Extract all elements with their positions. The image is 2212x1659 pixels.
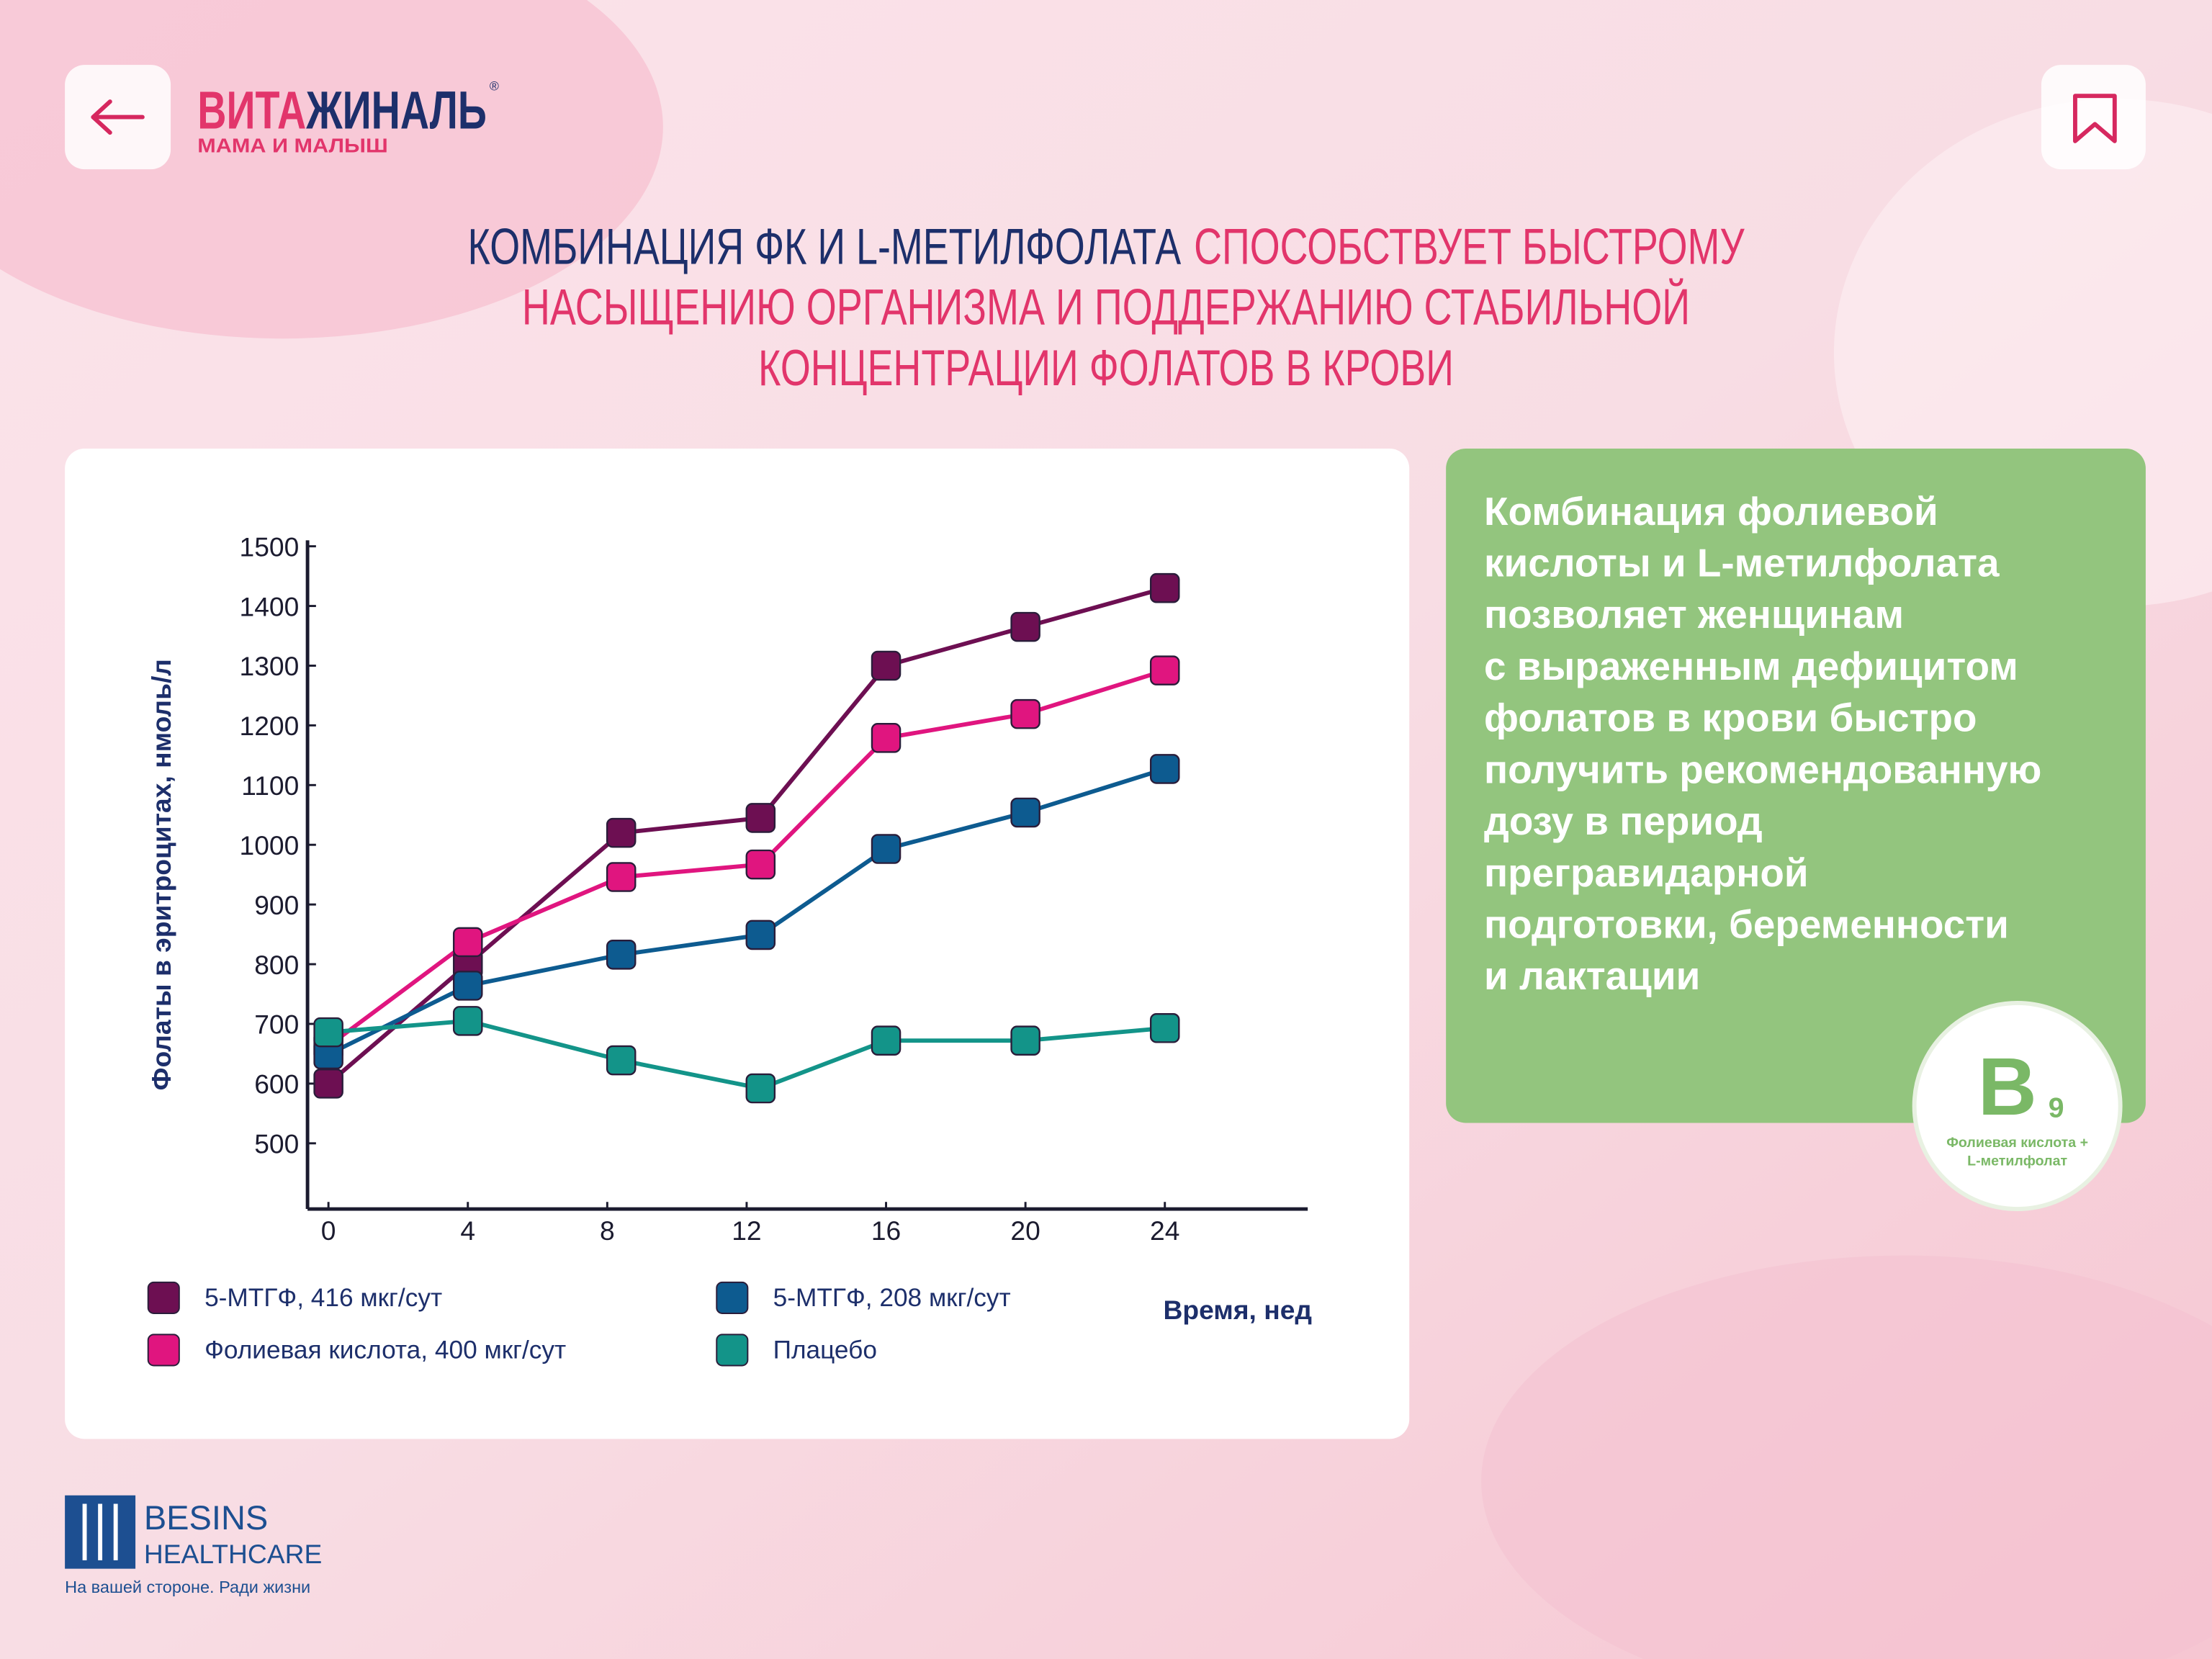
info-line: позволяет женщинам bbox=[1484, 592, 1904, 637]
decor bbox=[1481, 1255, 2212, 1659]
legend-label: Плацебо bbox=[773, 1336, 877, 1364]
x-tick-label: 4 bbox=[460, 1215, 475, 1246]
data-point bbox=[871, 834, 902, 864]
title-line: КОНЦЕНТРАЦИИ ФОЛАТОВ В КРОВИ bbox=[758, 339, 1454, 396]
y-tick-label: 1500 bbox=[240, 531, 300, 562]
data-point bbox=[745, 849, 776, 880]
chart: 500 600 700 800 900 1000 1100 1200 1300 1400 1500 0… bbox=[146, 531, 1312, 1367]
y-tick-label: 1000 bbox=[240, 830, 300, 860]
x-tick-label: 20 bbox=[1010, 1215, 1040, 1246]
x-axis-label: Время, нед bbox=[1163, 1295, 1312, 1325]
y-tick-label: 1300 bbox=[240, 651, 300, 681]
footer-brand-sub: HEALTHCARE bbox=[144, 1539, 322, 1569]
data-point bbox=[313, 1069, 343, 1099]
y-tick-label: 600 bbox=[254, 1069, 299, 1100]
data-point bbox=[1010, 797, 1040, 828]
info-line: Комбинация фолиевой bbox=[1484, 489, 1938, 534]
data-point bbox=[1149, 655, 1180, 685]
x-tick-label: 12 bbox=[732, 1215, 761, 1246]
x-tick-label: 16 bbox=[871, 1215, 901, 1246]
data-point bbox=[606, 940, 637, 970]
x-tick-label: 0 bbox=[321, 1215, 336, 1246]
badge bbox=[1912, 1001, 2123, 1211]
info-panel bbox=[1446, 449, 2146, 1123]
info-line: получить рекомендованную bbox=[1484, 747, 2041, 791]
y-tick-label: 1100 bbox=[241, 770, 299, 801]
y-tick-label: 800 bbox=[254, 950, 299, 980]
bookmark-icon bbox=[2073, 94, 2117, 143]
info-line: с выраженным дефицитом bbox=[1484, 644, 2018, 688]
data-point bbox=[452, 927, 483, 958]
x-tick-label: 24 bbox=[1150, 1215, 1179, 1246]
data-point bbox=[606, 817, 637, 848]
data-point bbox=[745, 1073, 776, 1104]
title-text: СПОСОБСТВУЕТ БЫСТРОМУ bbox=[1194, 217, 1745, 274]
data-point bbox=[452, 971, 483, 1001]
data-point bbox=[871, 1025, 902, 1056]
y-tick-label: 500 bbox=[254, 1129, 299, 1159]
data-point bbox=[871, 723, 902, 753]
data-point bbox=[606, 862, 637, 892]
y-tick-label: 900 bbox=[254, 890, 299, 920]
bookmark-button[interactable] bbox=[2041, 65, 2146, 170]
y-tick-label: 1200 bbox=[240, 711, 300, 741]
logo-mark: ® bbox=[490, 78, 499, 93]
legend-label: 5-МТГФ, 208 мкг/сут bbox=[773, 1284, 1011, 1312]
badge-caption: Фолиевая кислота + bbox=[1946, 1135, 2088, 1151]
data-point bbox=[1010, 611, 1040, 642]
data-point bbox=[1149, 1013, 1180, 1043]
data-point bbox=[1010, 1025, 1040, 1056]
legend-marker bbox=[147, 1281, 180, 1314]
badge-subscript: 9 bbox=[2049, 1093, 2064, 1124]
info-line: подготовки, беременности bbox=[1484, 902, 2009, 946]
footer-logo-lines bbox=[82, 1503, 118, 1560]
data-point bbox=[1149, 572, 1180, 603]
data-point bbox=[871, 650, 902, 681]
info-line: прегравидарной bbox=[1484, 850, 1809, 895]
logo-part: ЖИНАЛЬ bbox=[306, 80, 487, 140]
title-line: КОМБИНАЦИЯ ФК И L-МЕТИЛФОЛАТАСПОСОБСТВУЕ… bbox=[467, 217, 1745, 274]
info-line: кислоты и L-метилфолата bbox=[1484, 541, 2000, 585]
data-point bbox=[606, 1045, 637, 1076]
info-text: Комбинация фолиевой кислоты и L-метилфола… bbox=[1484, 489, 2041, 998]
info-line: фолатов в крови быстро bbox=[1484, 696, 1977, 740]
logo-part: ВИТА bbox=[197, 80, 306, 140]
logo: ВИТАЖИНАЛЬ bbox=[197, 80, 487, 140]
data-point bbox=[313, 1017, 343, 1048]
data-point bbox=[1010, 698, 1040, 729]
footer-brand: BESINS bbox=[144, 1498, 268, 1537]
legend-label: Фолиевая кислота, 400 мкг/сут bbox=[204, 1336, 566, 1364]
y-tick-label: 700 bbox=[254, 1010, 299, 1040]
data-point bbox=[745, 803, 776, 833]
info-line: и лактации bbox=[1484, 953, 1700, 998]
footer-slogan: На вашей стороне. Ради жизни bbox=[65, 1578, 310, 1596]
legend-marker bbox=[147, 1334, 180, 1367]
info-line: дозу в период bbox=[1484, 799, 1763, 843]
title-line: НАСЫЩЕНИЮ ОРГАНИЗМА И ПОДДЕРЖАНИЮ СТАБИЛ… bbox=[522, 279, 1690, 336]
legend-marker bbox=[716, 1334, 749, 1367]
chart-card bbox=[65, 449, 1410, 1439]
y-tick-label: 1400 bbox=[240, 591, 300, 621]
legend-label: 5-МТГФ, 416 мкг/сут bbox=[204, 1284, 442, 1312]
badge-caption: L-метилфолат bbox=[1967, 1153, 2067, 1169]
badge-letter: B bbox=[1978, 1041, 2037, 1133]
title-highlight: КОМБИНАЦИЯ ФК И L-МЕТИЛФОЛАТА bbox=[467, 217, 1181, 274]
back-icon bbox=[91, 99, 145, 135]
data-point bbox=[1149, 754, 1180, 784]
legend-marker bbox=[716, 1281, 749, 1314]
y-axis-label: Фолаты в эритроцитах, нмоль/л bbox=[146, 659, 176, 1090]
x-tick-label: 8 bbox=[600, 1215, 615, 1246]
data-point bbox=[745, 920, 776, 950]
data-point bbox=[452, 1006, 483, 1036]
logo-subtitle: МАМА И МАЛЫШ bbox=[197, 135, 387, 157]
